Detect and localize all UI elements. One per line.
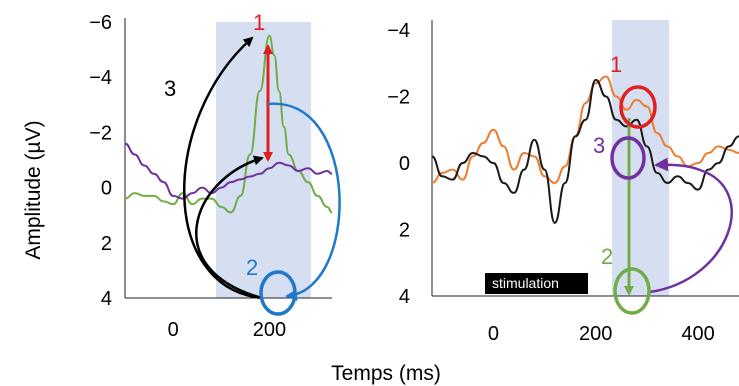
shaded-window-left — [216, 22, 311, 298]
x-tick-label: 0 — [168, 319, 179, 341]
annot-label-2-right: 2 — [601, 244, 613, 269]
x-axis-label: Temps (ms) — [331, 362, 441, 385]
arrow-3-to-baseline — [195, 155, 264, 300]
y-tick-label: 0 — [101, 178, 112, 200]
y-tick-label: −6 — [89, 12, 112, 34]
tick-labels-left: −6 −4 −2 0 2 4 0 200 — [89, 12, 286, 341]
x-tick-label: 0 — [488, 323, 499, 345]
annot-label-3-left: 3 — [164, 76, 176, 101]
y-tick-label: −2 — [89, 122, 112, 144]
annot-label-1-left: 1 — [253, 10, 265, 35]
stimulation-bar — [485, 273, 588, 294]
stimulation-label: stimulation — [492, 275, 559, 291]
tick-labels-right: −4 −2 0 2 4 0 200 400 — [387, 20, 715, 345]
circle-2-left — [259, 270, 297, 316]
annot-label-2-left: 2 — [246, 255, 258, 280]
y-tick-label: 4 — [101, 288, 112, 310]
arrow-3-right-loop — [649, 157, 733, 294]
y-tick-label: −4 — [387, 20, 410, 42]
series-line-1 — [124, 142, 333, 200]
annot-label-1-right: 1 — [610, 52, 622, 77]
arrow-2-loop — [267, 102, 341, 302]
panel-right: stimulation −4 −2 0 2 4 0 200 400 1 3 2 — [387, 20, 739, 345]
series-line-1 — [431, 78, 739, 224]
x-tick-label: 400 — [681, 323, 714, 345]
panel-left: −6 −4 −2 0 2 4 0 200 1 2 3 — [89, 10, 341, 341]
arrow-3-to-peak — [183, 36, 263, 300]
y-tick-label: 2 — [399, 220, 410, 242]
circle-2-right — [613, 267, 651, 315]
y-axis-label: Amplitude (µV) — [22, 120, 45, 259]
series-right — [431, 75, 739, 224]
circle-1-right — [619, 85, 657, 129]
circle-3-right — [610, 136, 646, 180]
y-tick-label: 4 — [399, 286, 410, 308]
y-tick-label: −4 — [89, 67, 112, 89]
y-tick-label: 2 — [101, 233, 112, 255]
y-tick-label: 0 — [399, 153, 410, 175]
y-tick-label: −2 — [387, 87, 410, 109]
annot-label-3-right: 3 — [593, 133, 605, 158]
series-left — [124, 34, 333, 214]
x-tick-label: 200 — [579, 323, 612, 345]
x-tick-label: 200 — [253, 319, 286, 341]
